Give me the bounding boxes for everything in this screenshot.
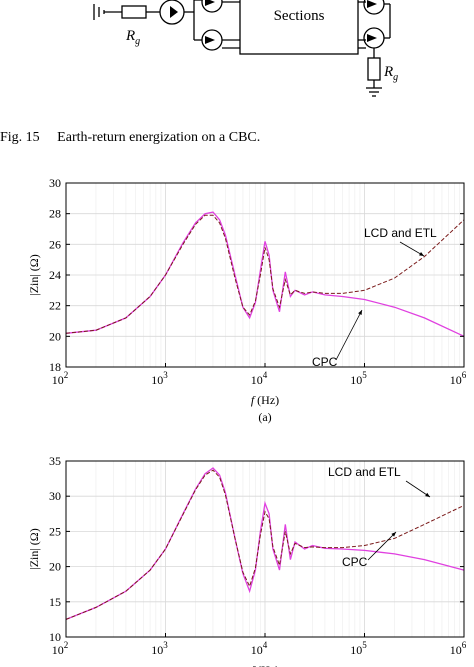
y-tick-label: 20 [49,560,61,574]
y-tick-label: 25 [49,524,61,538]
chart-panel-a: 18 20 22 24 26 28 30 102 103 104 105 106 f (Hz) |Zin|… [27,176,467,424]
y-tick-label: 10 [49,630,61,644]
y-tick-label: 22 [49,299,61,313]
y-tick-label: 28 [49,207,61,221]
x-tick-label: 104 [251,640,268,657]
x-tick-label: 102 [52,640,69,657]
x-tick-label: 106 [450,370,467,387]
sections-label: Sections [274,8,325,24]
x-axis-label: f (Hz) [251,663,279,667]
annotation-label: CPC [342,555,368,569]
annotation-arrowhead [419,252,424,256]
resistor-right-label: Rg [383,64,398,83]
annotation-arrow [367,531,397,561]
y-tick-label: 18 [49,360,61,374]
annotation-label: CPC [312,355,338,369]
chart-panel-b: 10 15 20 25 30 35 102 103 104 105 106 f (Hz) |Zin| (… [27,454,467,667]
y-tick-label: 24 [49,268,61,282]
annotation-arrowhead [358,310,362,315]
x-tick-label: 105 [350,370,367,387]
y-tick-label: 15 [49,595,61,609]
annotation-label: LCD and ETL [328,465,401,479]
x-tick-label: 103 [151,370,168,387]
x-tick-label: 105 [350,640,367,657]
y-tick-label: 30 [49,489,61,503]
annotation-arrow [335,309,363,361]
annotation-arrow [405,480,431,498]
annotation-arrow [399,241,425,257]
grid [65,460,465,638]
sections-box [239,0,359,55]
figure-caption: Fig. 15 Earth-return energization on a C… [0,130,260,145]
x-tick-label: 102 [52,370,69,387]
annotation-label: LCD and ETL [364,226,437,240]
x-tick-label: 104 [251,370,268,387]
series-line-1 [65,469,465,620]
resistor-left-label: Rg [125,28,140,47]
y-tick-label: 26 [49,237,61,251]
series-line-1 [65,214,465,334]
x-tick-label: 103 [151,640,168,657]
x-axis-label: f (Hz) [251,393,279,407]
x-tick-label: 106 [450,640,467,657]
y-axis-label: |Zin| (Ω) [27,254,41,295]
series-line-0 [65,211,465,337]
y-tick-label: 20 [49,329,61,343]
circuit-diagram [93,0,391,97]
y-tick-label: 35 [49,454,61,468]
resistor-left [121,5,147,19]
annotation-arrowhead [391,532,396,537]
grid [65,182,465,368]
y-tick-label: 30 [49,176,61,190]
panel-label: (a) [258,410,271,424]
annotation-arrowhead [425,492,430,497]
resistor-right [367,57,381,81]
y-axis-label: |Zin| (Ω) [27,528,41,569]
circuit-arrows [170,0,377,44]
